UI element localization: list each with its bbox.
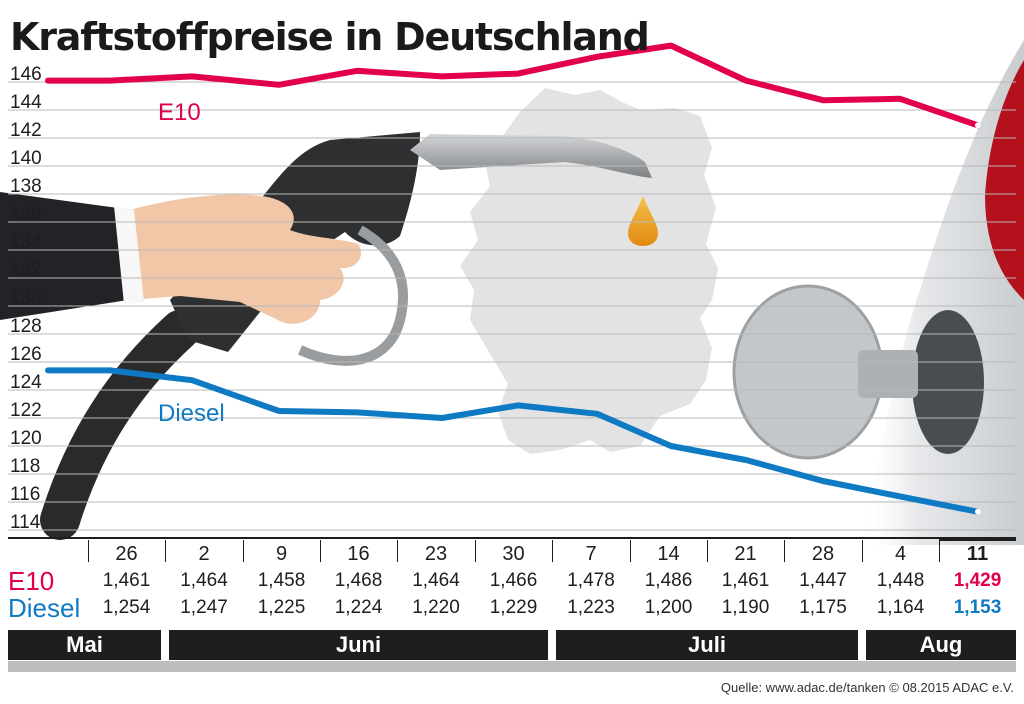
- x-tick-label: 28: [811, 543, 835, 565]
- y-tick-label: 134: [10, 232, 42, 253]
- y-tick-label: 146: [10, 64, 42, 85]
- footer-strip: [8, 661, 1016, 672]
- nozzle-trigger-guard: [297, 225, 409, 366]
- x-tick-label: 23: [424, 543, 448, 565]
- x-tick-label: 16: [347, 543, 370, 565]
- y-tick-label: 126: [10, 344, 42, 365]
- table-cell-e10: 1,458: [257, 570, 306, 591]
- table-cell-e10: 1,466: [489, 570, 538, 591]
- table-cell-diesel: 1,254: [102, 597, 151, 618]
- chart-title: Kraftstoffpreise in Deutschland: [10, 15, 650, 59]
- series-lines: [45, 42, 981, 515]
- fuel-door-hinge: [858, 350, 918, 398]
- month-label: Juli: [556, 630, 858, 660]
- table-cell-diesel: 1,200: [644, 597, 693, 618]
- table-cell-diesel: 1,153: [953, 597, 1002, 618]
- table-cell-diesel: 1,225: [257, 597, 306, 618]
- x-tick-label: 11: [966, 543, 989, 565]
- background-illustration: [0, 40, 1024, 545]
- table-cell-e10: 1,461: [102, 570, 151, 591]
- column-separator: [397, 540, 398, 562]
- table-cell-e10: 1,429: [953, 570, 1002, 591]
- table-cell-e10: 1,478: [567, 570, 615, 591]
- column-separator: [939, 540, 940, 562]
- y-tick-label: 138: [10, 176, 42, 197]
- y-tick-label: 130: [10, 288, 42, 309]
- table-cell-diesel: 1,223: [567, 597, 615, 618]
- nozzle-spout: [410, 134, 652, 178]
- series-label-diesel: Diesel: [158, 400, 225, 427]
- column-separator: [630, 540, 631, 562]
- series-label-e10: E10: [158, 99, 201, 126]
- table-cell-diesel: 1,164: [876, 597, 925, 618]
- table-cell-e10: 1,448: [876, 570, 925, 591]
- x-tick-label: 7: [585, 543, 597, 565]
- fuel-drop-icon: [628, 196, 658, 246]
- hand: [130, 194, 362, 324]
- y-tick-label: 144: [10, 92, 42, 113]
- table-cell-diesel: 1,220: [412, 597, 460, 618]
- y-tick-label: 118: [10, 456, 40, 477]
- column-separator: [243, 540, 244, 562]
- table-cell-e10: 1,468: [334, 570, 383, 591]
- column-separator: [165, 540, 166, 562]
- column-separator: [88, 540, 89, 562]
- table-cell-e10: 1,464: [412, 570, 460, 591]
- y-tick-label: 140: [10, 148, 42, 169]
- column-separator: [320, 540, 321, 562]
- y-axis: 146 144 142 140 138 136 134 132 130 128 126 124 122 1…: [10, 64, 42, 533]
- gridlines: [8, 81, 1016, 539]
- table-cell-e10: 1,464: [180, 570, 228, 591]
- x-tick-label: 2: [198, 543, 210, 565]
- y-tick-label: 116: [10, 484, 40, 505]
- series-end-point-e10: [975, 122, 981, 129]
- table-cell-e10: 1,461: [721, 570, 770, 591]
- shirt-cuff: [114, 206, 144, 304]
- table-cell-diesel: 1,175: [799, 597, 847, 618]
- y-tick-label: 122: [10, 400, 42, 421]
- month-label: Juni: [169, 630, 548, 660]
- table-cell-e10: 1,447: [799, 570, 847, 591]
- x-tick-label: 26: [115, 543, 138, 565]
- x-tick-label: 30: [502, 543, 525, 565]
- column-separator: [784, 540, 785, 562]
- fuel-hose: [40, 310, 200, 540]
- y-tick-label: 142: [10, 120, 42, 141]
- x-tick-label: 4: [894, 543, 907, 565]
- series-end-markers: [975, 122, 981, 515]
- column-separator: [862, 540, 863, 562]
- table-cell-diesel: 1,229: [489, 597, 538, 618]
- suit-sleeve: [0, 192, 128, 320]
- current-week-marker: [939, 538, 1016, 541]
- fuel-cap-opening: [912, 310, 984, 454]
- x-tick-label: 14: [657, 543, 680, 565]
- table-cell-diesel: 1,190: [721, 597, 770, 618]
- series-line-e10: [45, 42, 981, 129]
- x-tick-label: 21: [734, 543, 757, 565]
- y-tick-label: 120: [10, 428, 42, 449]
- column-separator: [707, 540, 708, 562]
- y-tick-label: 124: [10, 372, 42, 393]
- table-cell-diesel: 1,224: [334, 597, 383, 618]
- row-label-diesel: Diesel: [8, 593, 81, 623]
- table-cell-diesel: 1,247: [180, 597, 228, 618]
- series-end-point-diesel: [975, 508, 981, 515]
- y-tick-label: 128: [10, 316, 42, 337]
- column-separator: [475, 540, 476, 562]
- month-label: Mai: [8, 630, 161, 660]
- row-label-e10: E10: [8, 566, 55, 596]
- x-tick-label: 9: [275, 543, 288, 565]
- table-cell-e10: 1,486: [644, 570, 693, 591]
- y-tick-label: 114: [10, 512, 41, 533]
- source-note: Quelle: www.adac.de/tanken © 08.2015 ADA…: [720, 680, 1014, 695]
- month-label: Aug: [866, 630, 1016, 660]
- column-separator: [552, 540, 553, 562]
- series-line-diesel: [45, 367, 981, 515]
- y-tick-label: 132: [10, 260, 42, 281]
- y-tick-label: 136: [10, 204, 42, 225]
- car-taillight: [985, 60, 1024, 300]
